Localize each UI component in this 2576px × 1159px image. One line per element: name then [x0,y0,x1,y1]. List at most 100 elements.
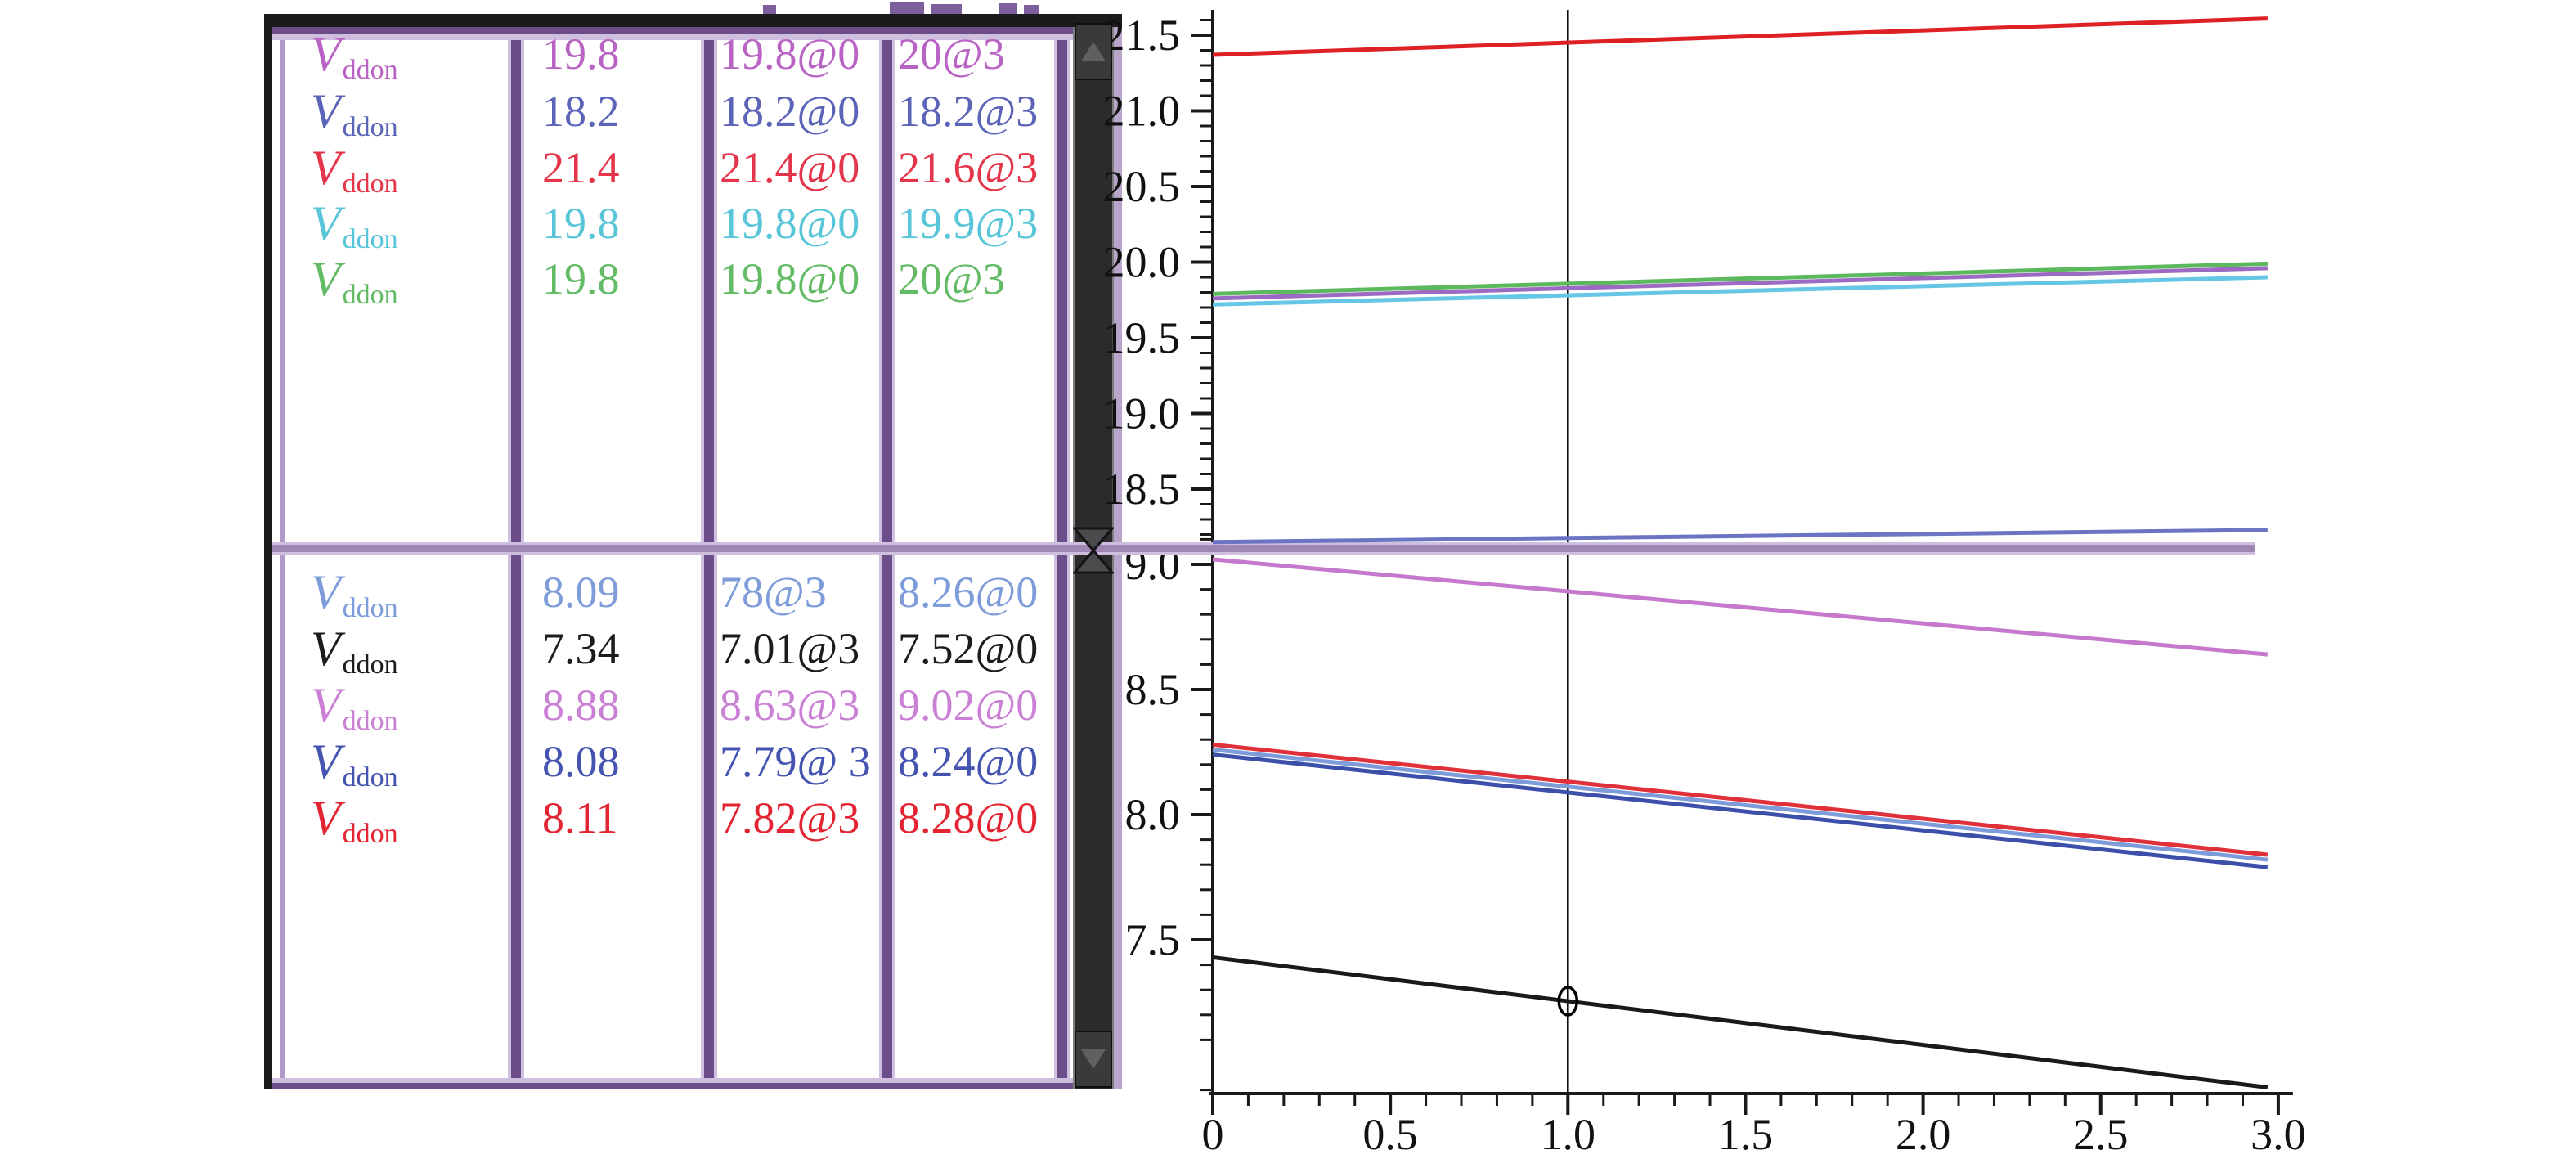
table-top-border [272,27,1122,34]
panel-divider-highlight [272,552,2255,555]
bowtie-splitter-icon [1071,527,1115,574]
trace-Vddon-red2[interactable] [1212,742,2269,857]
mean-value: 19.8 [542,254,620,303]
y-tick-label: 19.0 [1103,389,1181,438]
table-left-inner-border [280,40,285,1078]
y-tick-label: 20.5 [1103,162,1181,211]
scrollbar-splitter-handle[interactable] [1071,527,1115,574]
value-at-a: 19.8@0 [720,254,860,303]
trace-row[interactable]: Vddon 7.34 7.01@3 7.52@0 [272,621,1057,680]
y-tick-label: 8.0 [1125,790,1181,839]
trace-row[interactable]: Vddon 8.88 8.63@3 9.02@0 [272,677,1057,736]
value-at-b: 7.52@0 [898,624,1039,673]
trace-name: Vddon [311,622,398,680]
y-tick-label: 8.5 [1125,665,1181,714]
value-at-a: 7.01@3 [720,624,860,673]
mean-value: 8.08 [542,737,620,786]
trace-name: Vddon [311,141,398,199]
trace-name: Vddon [311,678,398,736]
trace-Vddon-red[interactable] [1212,16,2268,57]
value-at-b: 8.26@0 [898,568,1039,617]
trace-row[interactable]: Vddon 19.8 19.8@0 20@3 [272,251,1057,310]
trace-Vddon-black[interactable] [1212,955,2269,1090]
mean-value: 21.4 [542,143,620,192]
trace-row[interactable]: Vddon 18.2 18.2@0 18.2@3 [272,83,1057,142]
x-tick-label: 0.5 [1362,1110,1418,1159]
y-tick-label: 19.5 [1103,313,1181,362]
value-at-a: 21.4@0 [720,143,860,192]
value-at-a: 19.8@0 [720,199,860,248]
column-divider[interactable] [701,40,717,1078]
trace-row[interactable]: Vddon 21.4 21.4@0 21.6@3 [272,140,1057,199]
window-left-edge [264,14,272,1089]
x-tick-label: 3.0 [2251,1110,2306,1159]
x-tick-label: 2.5 [2073,1110,2129,1159]
x-tick-label: 1.0 [1541,1110,1596,1159]
mean-value: 8.88 [542,681,620,730]
column-divider[interactable] [1054,40,1070,1078]
trace-name: Vddon [311,734,398,793]
y-tick-label: 21.0 [1103,87,1181,136]
x-tick-label: 2.0 [1896,1110,1951,1159]
mean-value: 19.8 [542,199,620,248]
mean-value: 8.11 [542,793,618,842]
table-bottom-border-highlight [272,1078,1122,1083]
value-at-b: 8.28@0 [898,793,1039,842]
column-divider[interactable] [508,40,524,1078]
y-tick-label: 21.5 [1103,11,1181,60]
trace-name: Vddon [311,791,398,849]
trace-Vddon-green[interactable] [1212,261,2268,296]
value-at-a: 8.63@3 [720,681,860,730]
trace-Vddon-cyan[interactable] [1212,275,2268,307]
trace-name: Vddon [311,27,398,85]
value-at-b: 20@3 [898,254,1005,303]
trace-Vddon-violet[interactable] [1212,557,2269,657]
mean-value: 8.09 [542,568,620,617]
trace-name: Vddon [311,196,398,254]
clipped-text-fragment [931,4,962,14]
clipped-text-fragment [890,2,924,14]
trace-row[interactable]: Vddon 19.8 19.8@0 20@3 [272,26,1057,85]
table-bottom-border [272,1083,1122,1089]
value-at-a: 78@3 [720,568,827,617]
x-tick-label: 0 [1202,1110,1224,1159]
mean-value: 19.8 [542,29,620,79]
y-tick-label: 18.5 [1103,465,1181,514]
value-at-b: 21.6@3 [898,143,1039,192]
trace-name: Vddon [311,565,398,623]
clipped-text-fragment [763,5,776,14]
clipped-text-fragment [999,3,1017,14]
mean-value: 7.34 [542,624,620,673]
trace-row[interactable]: Vddon 8.08 7.79@ 3 8.24@0 [272,734,1057,793]
trace-Vddon-magenta[interactable] [1212,266,2268,301]
trace-row[interactable]: Vddon 8.11 7.82@3 8.28@0 [272,790,1057,849]
clipped-text-fragment [1024,5,1039,14]
trace-name: Vddon [311,252,398,310]
y-tick-label: 7.5 [1125,915,1181,964]
trace-name: Vddon [311,84,398,142]
trace-row[interactable]: Vddon 8.09 78@3 8.26@0 [272,564,1057,623]
cursor-point-marker[interactable] [1557,986,1579,1017]
value-at-a: 7.79@ 3 [720,737,871,786]
mean-value: 18.2 [542,87,620,136]
x-tick-label: 1.5 [1718,1110,1774,1159]
panel-divider-band[interactable] [272,545,2255,552]
window-top-edge [264,14,1122,27]
value-at-a: 18.2@0 [720,87,860,136]
trace-Vddon-lightblue[interactable] [1212,747,2269,862]
table-top-border-highlight [272,34,1122,40]
scrollbar-down-button[interactable] [1075,1031,1112,1088]
trace-Vddon-blue2[interactable] [1212,752,2269,869]
value-at-b: 19.9@3 [898,199,1039,248]
value-at-b: 20@3 [898,29,1005,79]
trace-Vddon-blue[interactable] [1212,528,2268,545]
table-right-border [1114,27,1122,1089]
down-arrow-icon [1081,1049,1106,1069]
column-divider[interactable] [879,40,895,1078]
trace-row[interactable]: Vddon 19.8 19.8@0 19.9@3 [272,195,1057,254]
value-at-a: 7.82@3 [720,793,860,842]
value-at-b: 9.02@0 [898,681,1039,730]
scrollbar-up-button[interactable] [1075,23,1112,80]
